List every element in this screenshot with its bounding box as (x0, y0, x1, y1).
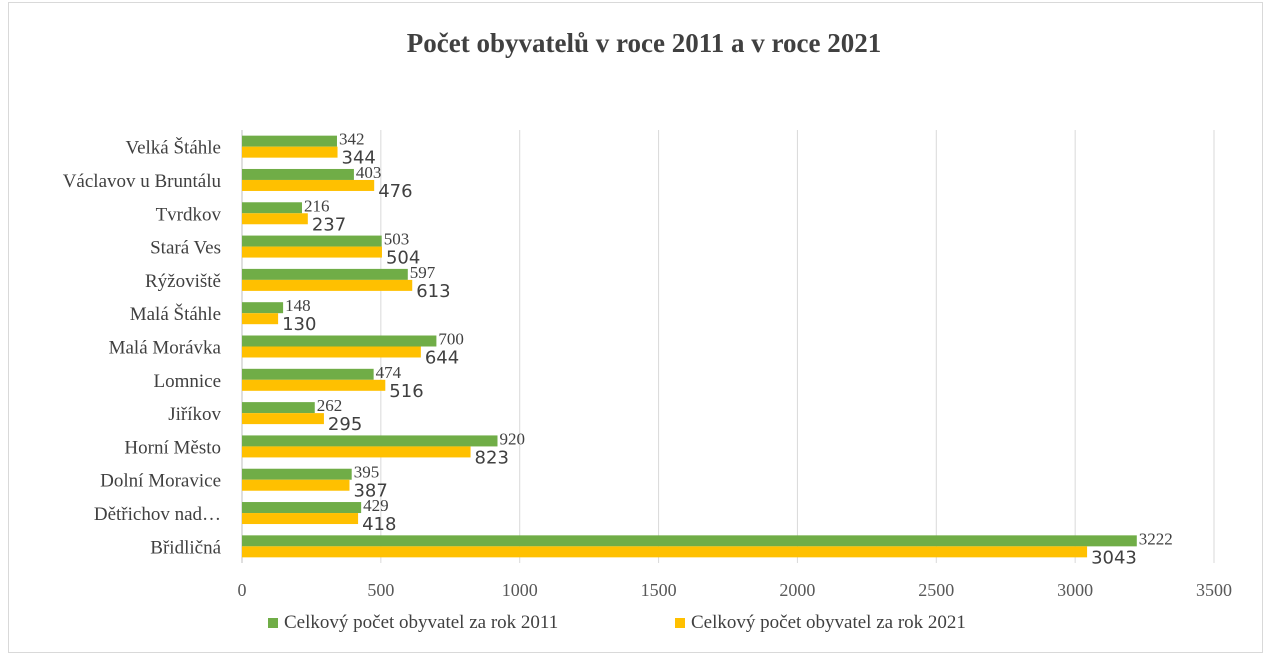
category-label: Václavov u Bruntálu (63, 171, 222, 192)
data-label-2021: 387 (353, 481, 387, 502)
x-tick-label: 1000 (502, 580, 538, 600)
legend-label-2011: Celkový počet obyvatel za rok 2011 (284, 612, 559, 633)
data-label-2021: 344 (342, 148, 376, 169)
data-label-2021: 130 (282, 314, 316, 335)
data-label-2011: 597 (410, 263, 436, 282)
category-label: Dětřichov nad… (94, 504, 221, 525)
category-label: Malá Štáhle (130, 303, 221, 325)
data-label-2021: 823 (475, 447, 509, 468)
x-tick-label: 3000 (1057, 580, 1093, 600)
bar-2021 (242, 246, 382, 258)
category-label: Břidličná (150, 537, 221, 558)
category-label: Tvrdkov (156, 204, 222, 225)
data-label-2011: 148 (285, 296, 311, 315)
data-label-2011: 3222 (1139, 529, 1173, 548)
x-tick-label: 2000 (779, 580, 815, 600)
bar-2011 (242, 335, 437, 347)
data-label-2021: 418 (362, 514, 396, 535)
bar-2021 (242, 379, 386, 391)
x-tick-label: 500 (367, 580, 394, 600)
bar-2021 (242, 213, 308, 225)
data-label-2021: 516 (389, 381, 423, 402)
data-label-2021: 504 (386, 248, 420, 269)
bar-2011 (242, 468, 352, 480)
data-label-2011: 429 (363, 496, 389, 515)
category-label: Malá Morávka (109, 338, 222, 359)
category-label: Velká Štáhle (125, 137, 221, 159)
category-label: Lomnice (153, 371, 221, 392)
category-label: Rýžoviště (145, 271, 221, 292)
bar-2021 (242, 413, 324, 425)
legend-swatch-2021 (675, 618, 685, 628)
bar-2011 (242, 168, 354, 180)
data-label-2021: 3043 (1091, 547, 1137, 568)
data-label-2021: 295 (328, 414, 362, 435)
bar-2011 (242, 202, 302, 214)
bar-2011 (242, 502, 362, 514)
category-label: Horní Město (124, 437, 221, 458)
bar-2021 (242, 513, 359, 525)
data-label-2021: 237 (312, 214, 346, 235)
data-label-2011: 920 (499, 429, 525, 448)
data-label-2011: 474 (376, 363, 402, 382)
bar-2011 (242, 402, 315, 414)
data-label-2011: 216 (304, 196, 330, 215)
bar-2021 (242, 346, 421, 358)
bar-2011 (242, 368, 374, 380)
bar-2021 (242, 146, 338, 158)
data-label-2011: 342 (339, 130, 365, 149)
bar-2011 (242, 268, 408, 280)
chart-title: Počet obyvatelů v roce 2011 a v roce 202… (406, 28, 882, 58)
legend-label-2021: Celkový počet obyvatel za rok 2021 (691, 612, 966, 633)
x-tick-label: 1500 (641, 580, 677, 600)
bar-2021 (242, 479, 350, 491)
bar-2021 (242, 313, 279, 325)
category-label: Stará Ves (150, 238, 221, 259)
bar-2021 (242, 179, 375, 191)
bar-2011 (242, 135, 337, 147)
data-label-2011: 262 (317, 396, 343, 415)
bar-2011 (242, 535, 1137, 547)
bar-2011 (242, 302, 284, 314)
data-label-2011: 503 (384, 230, 410, 249)
x-tick-label: 2500 (918, 580, 954, 600)
category-label: Jiříkov (168, 404, 221, 425)
legend-swatch-2011 (268, 618, 278, 628)
bar-2021 (242, 446, 471, 458)
x-tick-label: 0 (238, 580, 247, 600)
bar-2011 (242, 435, 498, 447)
bar-2021 (242, 279, 413, 291)
legend-item-2021: Celkový počet obyvatel za rok 2021 (675, 612, 966, 634)
x-tick-label: 3500 (1196, 580, 1232, 600)
legend-item-2011: Celkový počet obyvatel za rok 2011 (268, 612, 558, 634)
data-label-2011: 403 (356, 163, 382, 182)
bar-2011 (242, 235, 382, 247)
data-label-2021: 476 (378, 181, 412, 202)
data-label-2011: 700 (438, 330, 464, 349)
bar-2021 (242, 546, 1088, 558)
category-label: Dolní Moravice (100, 471, 221, 492)
data-label-2021: 644 (425, 348, 459, 369)
data-label-2011: 395 (354, 463, 380, 482)
data-label-2021: 613 (416, 281, 450, 302)
